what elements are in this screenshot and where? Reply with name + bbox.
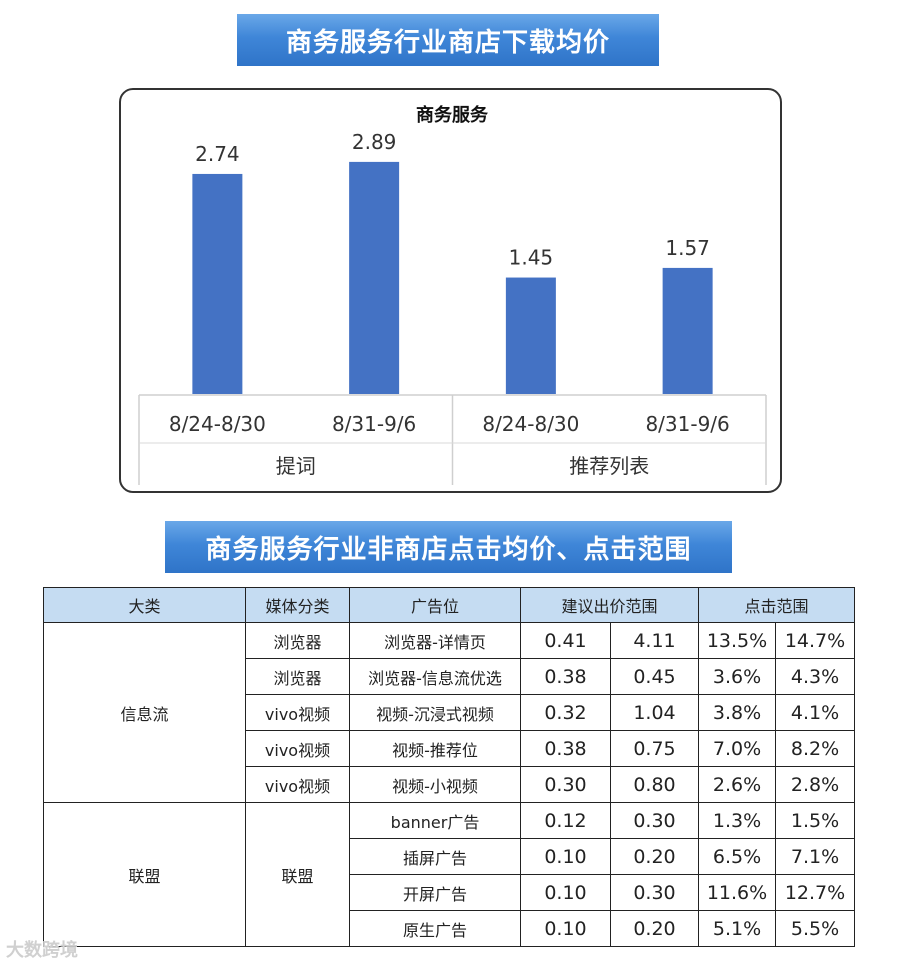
media-cell: vivo视频 — [245, 730, 350, 767]
click-max-cell: 7.1% — [775, 838, 856, 875]
click-min-cell: 13.5% — [698, 622, 777, 659]
bid-min-cell: 0.10 — [520, 910, 611, 947]
bid-min-cell: 0.32 — [520, 694, 611, 731]
bar-value-label: 1.57 — [665, 236, 710, 260]
bid-min-cell: 0.12 — [520, 802, 611, 839]
ad-slot-cell: 视频-推荐位 — [349, 730, 521, 767]
x-tick-label: 8/24-8/30 — [482, 412, 579, 436]
table-section-title: 商务服务行业非商店点击均价、点击范围 — [165, 521, 732, 573]
media-cell: 联盟 — [245, 802, 350, 947]
bid-min-cell: 0.10 — [520, 874, 611, 911]
price-table: 大类 媒体分类 广告位 建议出价范围 点击范围 信息流 浏览器 浏览器-详情页 0.4… — [43, 587, 856, 947]
media-cell: 浏览器 — [245, 658, 350, 695]
table-row: 开屏广告 0.10 0.30 11.6% 12.7% — [44, 874, 856, 911]
bar — [505, 277, 556, 394]
click-max-cell: 8.2% — [775, 730, 856, 767]
bar-chart-card: 商务服务 2.74 2.89 1.45 1.57 8/24-8/30 8/31-9/6 提… — [119, 88, 782, 493]
category-cell: 信息流 — [43, 622, 246, 803]
click-min-cell: 3.6% — [698, 658, 777, 695]
bid-min-cell: 0.10 — [520, 838, 611, 875]
table-header-row: 大类 媒体分类 广告位 建议出价范围 点击范围 — [43, 587, 856, 623]
bid-max-cell: 0.75 — [609, 730, 700, 767]
header-ad-slot: 广告位 — [349, 587, 521, 623]
bid-max-cell: 1.04 — [609, 694, 700, 731]
header-category: 大类 — [43, 587, 246, 623]
media-cell: vivo视频 — [245, 694, 350, 731]
click-max-cell: 2.8% — [775, 766, 856, 803]
bid-max-cell: 0.20 — [609, 838, 700, 875]
bid-max-cell: 0.30 — [609, 802, 700, 839]
media-cell: 浏览器 — [245, 622, 350, 659]
header-media: 媒体分类 — [245, 587, 350, 623]
x-group-label: 提词 — [276, 454, 316, 478]
x-tick-label: 8/31-9/6 — [645, 412, 729, 436]
category-cell: 联盟 — [43, 802, 246, 947]
bar-value-label: 1.45 — [509, 246, 554, 270]
ad-slot-cell: 插屏广告 — [349, 838, 521, 875]
media-cell: vivo视频 — [245, 766, 350, 803]
click-min-cell: 7.0% — [698, 730, 777, 767]
bid-max-cell: 4.11 — [609, 622, 700, 659]
bar-value-label: 2.74 — [195, 142, 240, 166]
click-max-cell: 4.3% — [775, 658, 856, 695]
table-row: 浏览器 浏览器-信息流优选 0.38 0.45 3.6% 4.3% — [44, 658, 856, 695]
click-min-cell: 3.8% — [698, 694, 777, 731]
bid-max-cell: 0.45 — [609, 658, 700, 695]
table-row: 插屏广告 0.10 0.20 6.5% 7.1% — [44, 838, 856, 875]
watermark-text: 大数跨境 — [6, 940, 78, 961]
click-max-cell: 5.5% — [775, 910, 856, 947]
bid-max-cell: 0.30 — [609, 874, 700, 911]
table-row: 原生广告 0.10 0.20 5.1% 5.5% — [44, 910, 856, 947]
click-min-cell: 6.5% — [698, 838, 777, 875]
click-min-cell: 2.6% — [698, 766, 777, 803]
bid-max-cell: 0.20 — [609, 910, 700, 947]
click-min-cell: 5.1% — [698, 910, 777, 947]
chart-section-title: 商务服务行业商店下载均价 — [237, 14, 659, 66]
table-row: vivo视频 视频-推荐位 0.38 0.75 7.0% 8.2% — [44, 730, 856, 767]
ad-slot-cell: 浏览器-详情页 — [349, 622, 521, 659]
click-max-cell: 1.5% — [775, 802, 856, 839]
click-max-cell: 4.1% — [775, 694, 856, 731]
bid-min-cell: 0.41 — [520, 622, 611, 659]
chart-title: 商务服务 — [416, 104, 489, 126]
table-row: vivo视频 视频-沉浸式视频 0.32 1.04 3.8% 4.1% — [44, 694, 856, 731]
ad-slot-cell: 浏览器-信息流优选 — [349, 658, 521, 695]
bid-min-cell: 0.30 — [520, 766, 611, 803]
ad-slot-cell: 视频-沉浸式视频 — [349, 694, 521, 731]
ad-slot-cell: 原生广告 — [349, 910, 521, 947]
x-tick-label: 8/24-8/30 — [169, 412, 266, 436]
header-bid-range: 建议出价范围 — [519, 587, 700, 623]
bar — [662, 267, 713, 394]
x-tick-label: 8/31-9/6 — [332, 412, 416, 436]
x-group-label: 推荐列表 — [569, 454, 649, 478]
bid-min-cell: 0.38 — [520, 658, 611, 695]
bar — [349, 161, 400, 394]
click-max-cell: 12.7% — [775, 874, 856, 911]
bar-chart: 商务服务 2.74 2.89 1.45 1.57 8/24-8/30 8/31-9/6 提… — [138, 104, 767, 485]
bid-max-cell: 0.80 — [609, 766, 700, 803]
bid-min-cell: 0.38 — [520, 730, 611, 767]
bar — [192, 173, 243, 394]
click-min-cell: 11.6% — [698, 874, 777, 911]
ad-slot-cell: 开屏广告 — [349, 874, 521, 911]
header-click-range: 点击范围 — [698, 587, 856, 623]
click-min-cell: 1.3% — [698, 802, 777, 839]
table-row: 联盟 联盟 banner广告 0.12 0.30 1.3% 1.5% — [43, 802, 856, 947]
table-row: 信息流 浏览器 浏览器-详情页 0.41 4.11 13.5% 14.7% — [43, 622, 856, 803]
click-max-cell: 14.7% — [775, 622, 856, 659]
ad-slot-cell: 视频-小视频 — [349, 766, 521, 803]
ad-slot-cell: banner广告 — [349, 802, 521, 839]
bar-value-label: 2.89 — [352, 130, 397, 154]
